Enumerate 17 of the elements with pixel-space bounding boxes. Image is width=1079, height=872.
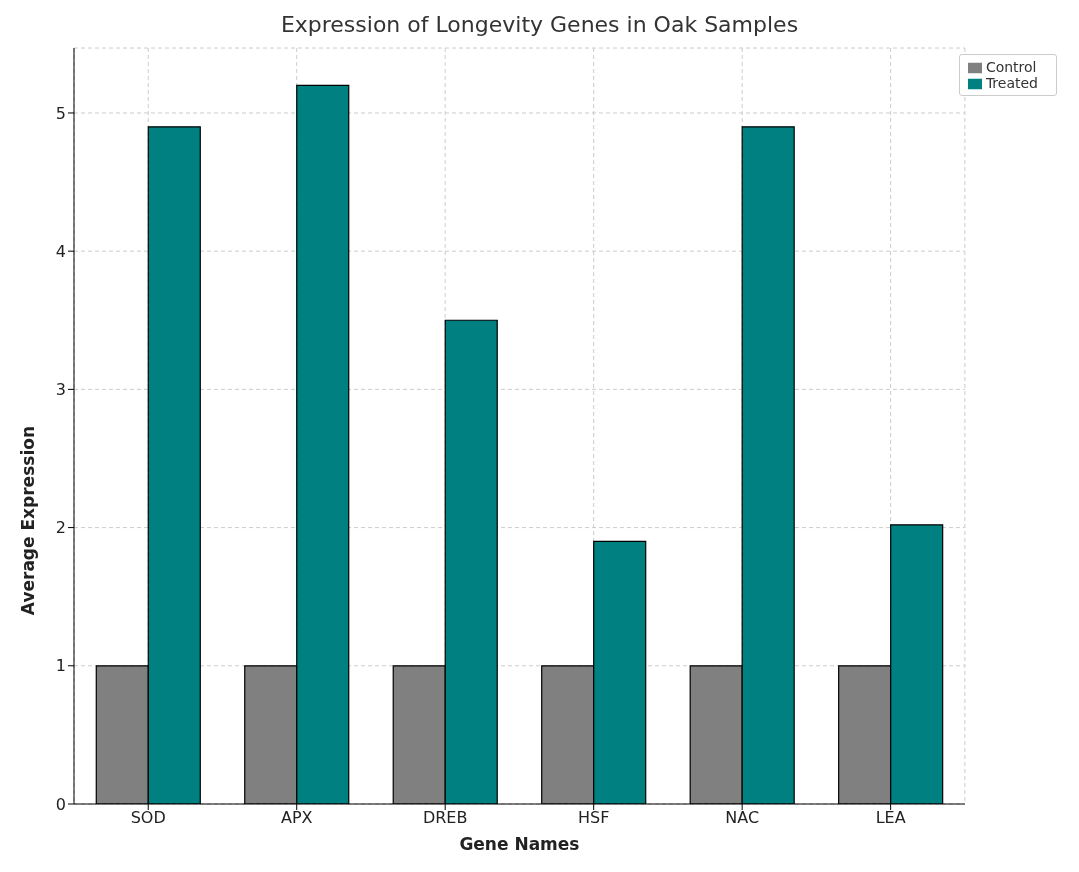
y-tick-label: 4 [55, 241, 66, 261]
legend-label: Treated [985, 75, 1038, 91]
x-tick-label: DREB [422, 808, 468, 828]
legend-label: Control [985, 59, 1037, 75]
chart-title: Expression of Longevity Genes in Oak Samples [279, 11, 800, 39]
y-tick-label: 5 [55, 103, 66, 123]
x-axis-title: Gene Names [459, 834, 580, 854]
x-tick-label: APX [280, 808, 313, 828]
y-axis-title: Average Expression [18, 426, 39, 616]
y-tick-label: 3 [55, 380, 66, 400]
x-tick-label: SOD [130, 808, 166, 828]
x-tick-label: NAC [725, 808, 760, 828]
y-tick-label: 2 [55, 518, 66, 538]
x-tick-label: LEA [875, 808, 906, 828]
y-tick-label: 1 [55, 656, 66, 676]
x-tick-label: HSF [577, 808, 610, 828]
y-tick-label: 0 [55, 794, 66, 814]
